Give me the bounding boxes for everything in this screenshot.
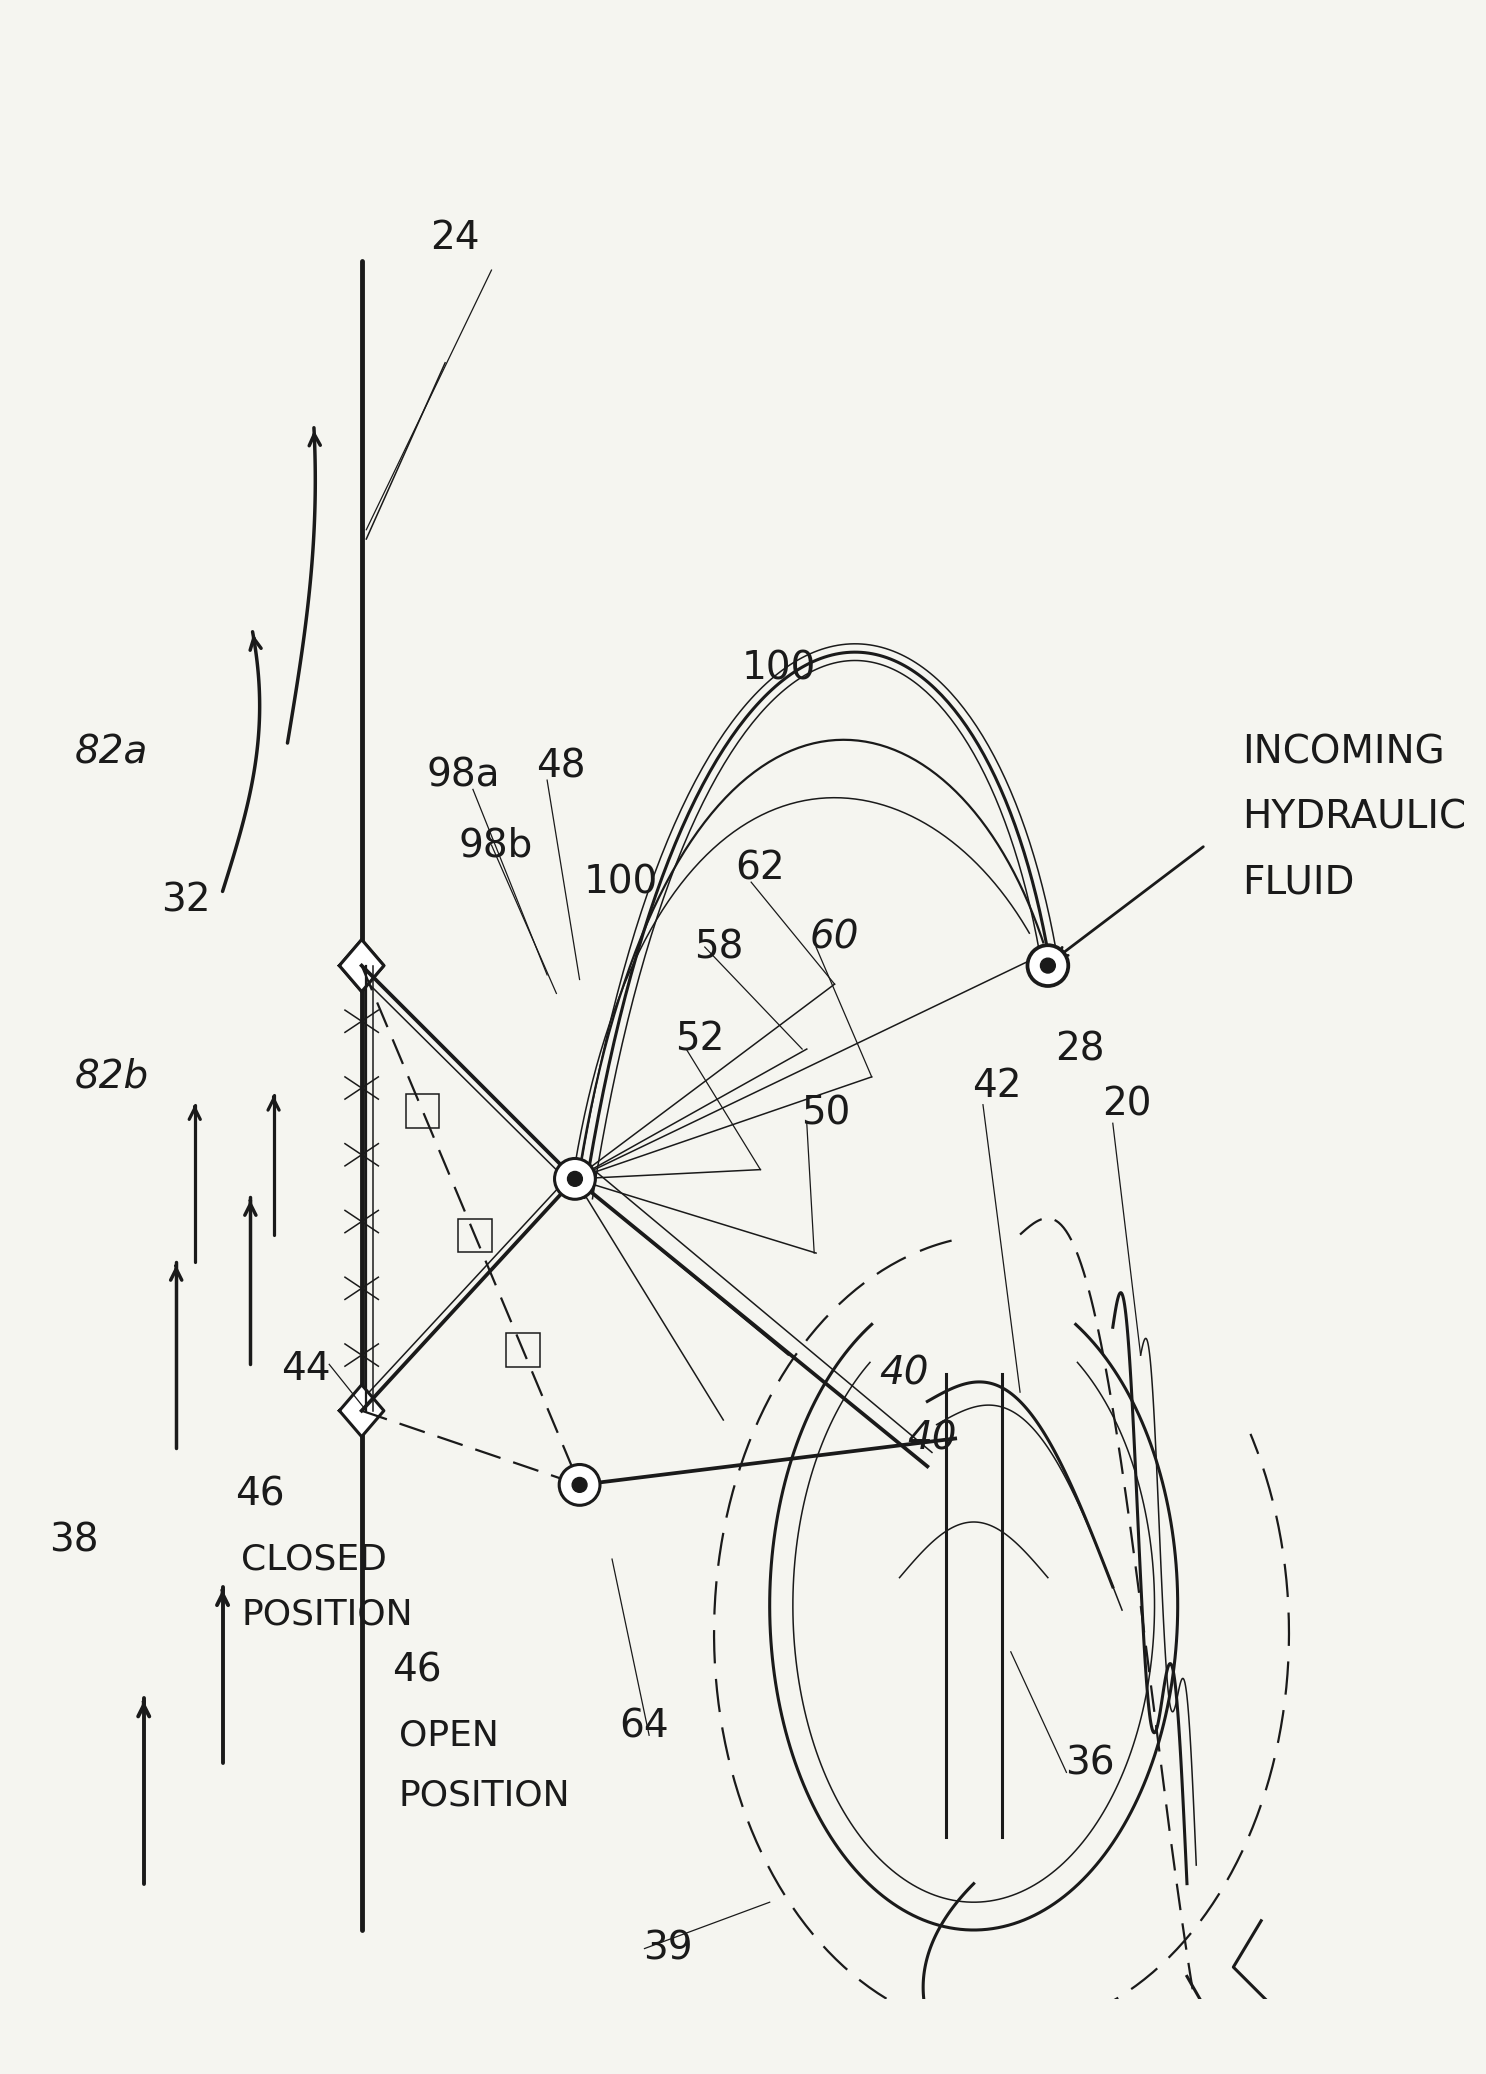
- Circle shape: [572, 1477, 587, 1493]
- Text: 28: 28: [1055, 1031, 1106, 1068]
- Text: 38: 38: [49, 1522, 100, 1560]
- Circle shape: [1040, 958, 1055, 973]
- Text: INCOMING: INCOMING: [1242, 734, 1446, 772]
- Text: 40: 40: [880, 1354, 929, 1392]
- Text: 58: 58: [694, 927, 743, 966]
- Text: 52: 52: [676, 1020, 725, 1060]
- Text: 36: 36: [1065, 1744, 1114, 1782]
- Bar: [458, 1220, 492, 1253]
- Text: OPEN: OPEN: [398, 1717, 499, 1753]
- Text: POSITION: POSITION: [398, 1779, 571, 1813]
- Text: 44: 44: [281, 1350, 331, 1388]
- Text: HYDRAULIC: HYDRAULIC: [1242, 798, 1467, 836]
- Text: 20: 20: [1103, 1085, 1152, 1124]
- Text: 32: 32: [160, 881, 210, 919]
- Text: 82a: 82a: [74, 734, 149, 772]
- Text: 40: 40: [908, 1419, 957, 1458]
- Circle shape: [559, 1464, 600, 1506]
- Text: 98a: 98a: [426, 757, 501, 794]
- Text: 62: 62: [736, 848, 785, 888]
- Text: 50: 50: [801, 1095, 850, 1132]
- Text: 60: 60: [810, 919, 859, 956]
- Text: FLUID: FLUID: [1242, 863, 1355, 900]
- Text: CLOSED: CLOSED: [241, 1543, 386, 1576]
- Text: 100: 100: [742, 649, 816, 689]
- Circle shape: [568, 1172, 583, 1186]
- Text: 24: 24: [429, 218, 478, 257]
- Text: 46: 46: [392, 1651, 443, 1690]
- Text: 100: 100: [584, 863, 658, 900]
- Text: 42: 42: [972, 1068, 1022, 1105]
- Polygon shape: [339, 1385, 383, 1437]
- Text: 64: 64: [620, 1707, 669, 1744]
- Polygon shape: [339, 940, 383, 991]
- Circle shape: [1027, 946, 1068, 985]
- Text: 39: 39: [643, 1929, 692, 1968]
- Text: 82b: 82b: [74, 1058, 149, 1095]
- Text: POSITION: POSITION: [241, 1597, 413, 1632]
- Bar: [507, 1334, 539, 1367]
- Bar: [406, 1095, 440, 1128]
- Text: 98b: 98b: [459, 825, 533, 865]
- Text: 46: 46: [235, 1475, 284, 1514]
- Text: 48: 48: [536, 747, 585, 786]
- Circle shape: [554, 1159, 596, 1199]
